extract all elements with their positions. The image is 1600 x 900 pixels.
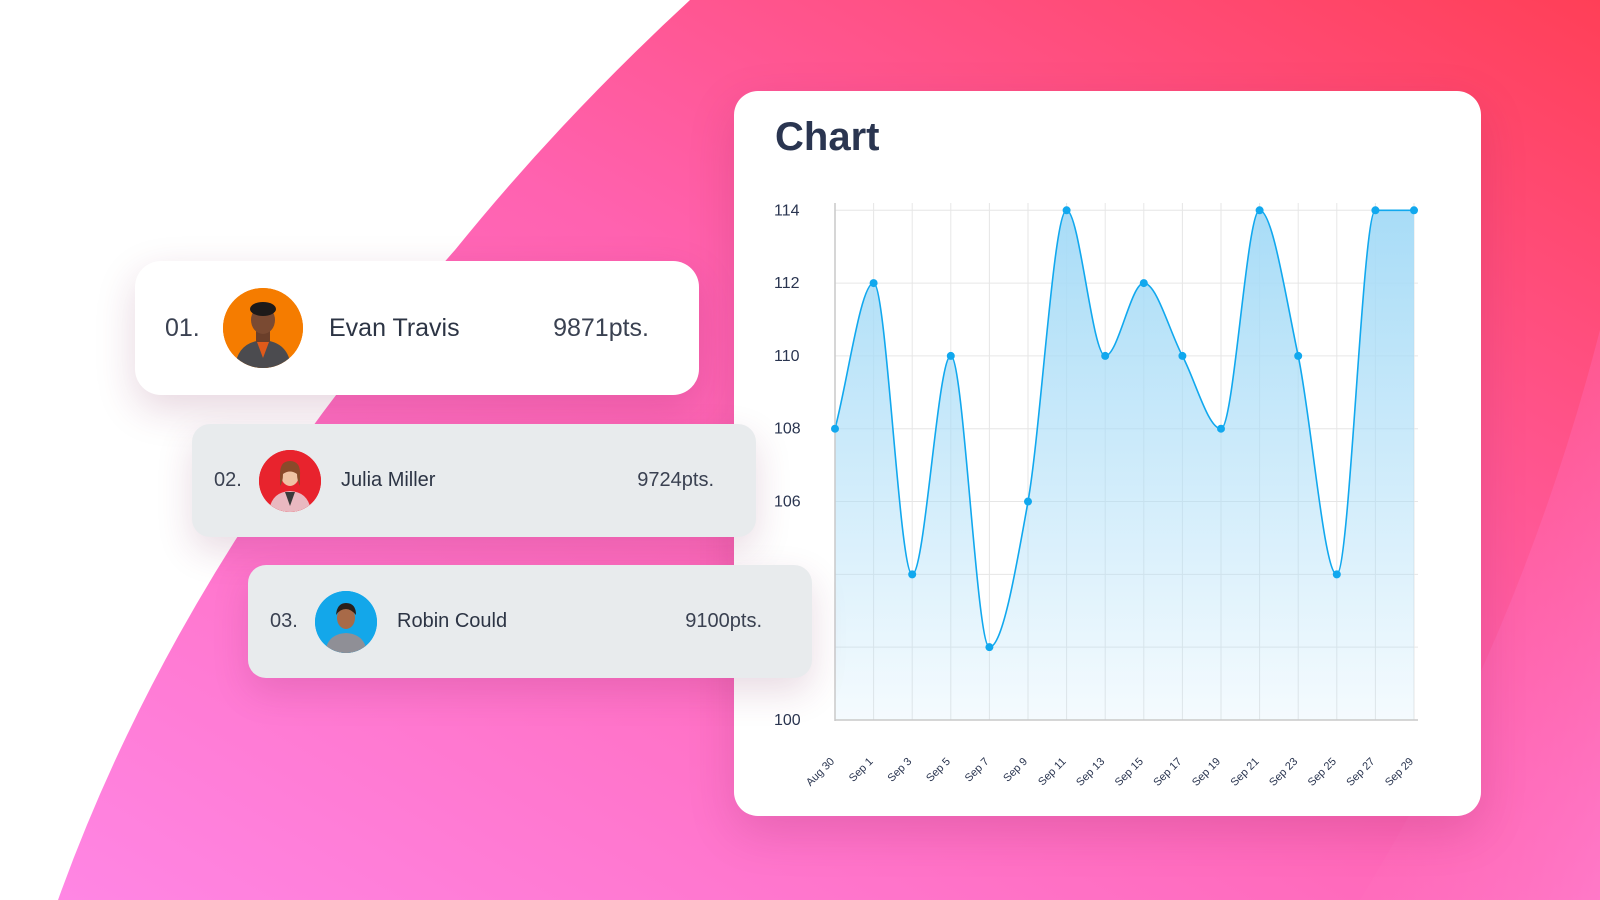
player-points: 9871pts. xyxy=(553,313,649,342)
x-tick-label: Sep 7 xyxy=(963,756,992,785)
data-point xyxy=(1410,206,1418,215)
person-avatar-icon xyxy=(259,449,321,512)
x-tick-label: Sep 21 xyxy=(1229,756,1262,789)
player-name: Evan Travis xyxy=(329,313,460,342)
data-point xyxy=(1178,351,1187,360)
y-tick-label: 100 xyxy=(774,712,801,729)
player-name: Robin Could xyxy=(397,610,508,632)
data-point xyxy=(946,351,955,360)
data-point xyxy=(1024,497,1032,506)
player-points: 9100pts. xyxy=(685,610,762,632)
data-point xyxy=(1371,206,1380,215)
player-name: Julia Miller xyxy=(341,469,436,491)
data-point xyxy=(908,570,917,579)
x-tick-label: Sep 23 xyxy=(1267,756,1300,789)
x-tick-label: Sep 25 xyxy=(1306,756,1339,789)
data-point xyxy=(1294,351,1303,360)
x-tick-label: Sep 29 xyxy=(1383,756,1416,789)
rank-label: 03. xyxy=(270,610,298,632)
data-point xyxy=(1139,279,1148,288)
data-point xyxy=(831,424,839,433)
series-line xyxy=(834,209,1414,648)
chart-title: Chart xyxy=(775,115,880,159)
x-tick-label: Sep 15 xyxy=(1113,756,1146,789)
leaderboard-item-2[interactable]: 02. Julia Miller 9724pts. xyxy=(192,424,756,537)
x-tick-label: Sep 11 xyxy=(1036,756,1069,789)
x-tick-label: Sep 13 xyxy=(1074,756,1107,789)
x-tick-label: Sep 27 xyxy=(1344,756,1377,789)
data-point xyxy=(1255,206,1264,215)
rank-label: 01. xyxy=(165,313,200,342)
person-avatar-icon xyxy=(315,590,377,653)
x-tick-label: Aug 30 xyxy=(804,756,837,789)
x-tick-label: Sep 9 xyxy=(1001,756,1030,785)
y-tick-label: 106 xyxy=(774,494,801,511)
leaderboard-item-3[interactable]: 03. Robin Could 9100pts. xyxy=(248,565,812,678)
data-point xyxy=(985,643,994,652)
x-tick-label: Sep 1 xyxy=(847,756,876,785)
data-point xyxy=(1332,570,1341,579)
x-tick-label: Sep 17 xyxy=(1151,756,1184,789)
player-points: 9724pts. xyxy=(637,469,714,491)
y-tick-label: 114 xyxy=(774,202,800,219)
x-tick-label: Sep 19 xyxy=(1190,756,1223,789)
data-point xyxy=(1101,351,1110,360)
data-point xyxy=(1062,206,1071,215)
x-tick-label: Sep 5 xyxy=(924,756,953,785)
data-point xyxy=(1217,424,1225,433)
y-tick-label: 112 xyxy=(774,275,800,292)
leaderboard-item-1[interactable]: 01. Evan Travis 9871pts. xyxy=(135,261,699,395)
rank-label: 02. xyxy=(214,469,242,491)
person-avatar-icon xyxy=(223,288,303,368)
area-fill xyxy=(835,210,1414,720)
y-tick-label: 110 xyxy=(774,348,800,365)
x-tick-label: Sep 3 xyxy=(886,756,915,785)
data-point xyxy=(869,279,878,288)
y-tick-label: 108 xyxy=(774,421,801,438)
